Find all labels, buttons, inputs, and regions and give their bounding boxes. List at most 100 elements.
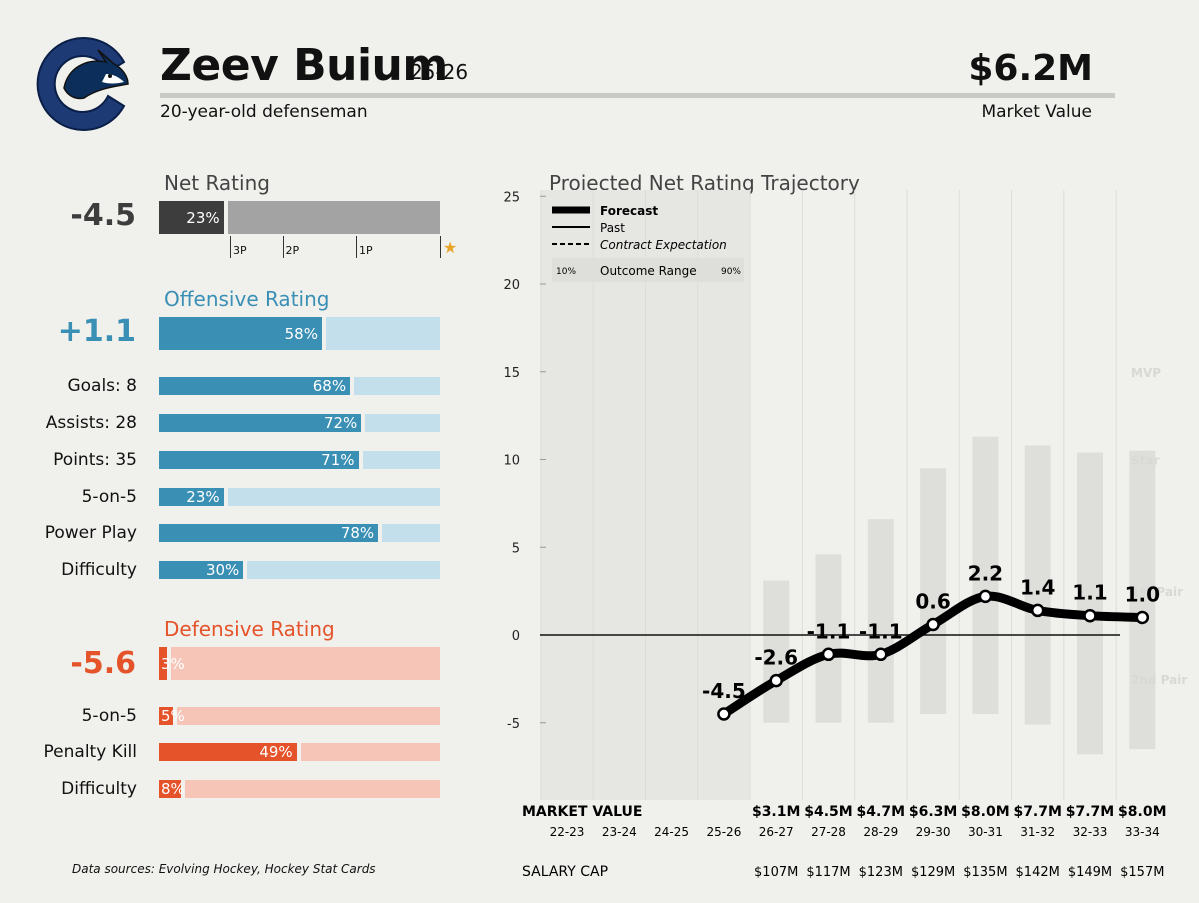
net-rating-tick [356,236,357,258]
outcome-range-bar [815,554,842,723]
offensive-row-track [362,451,440,469]
salary-cap-cell: $123M [859,865,903,880]
salary-cap-cell: $129M [911,865,955,880]
x-tick-label: 33-34 [1125,825,1160,839]
x-tick-label: 28-29 [863,825,898,839]
net-rating-value: -4.5 [70,198,136,233]
offensive-row-track [365,414,440,432]
legend-forecast-label: Forecast [600,204,658,218]
defensive-row-label: Difficulty [61,779,137,799]
offensive-row-track [247,561,440,579]
salary-cap-cell: $135M [963,865,1007,880]
outcome-range-bar [972,436,999,714]
x-tick-label: 31-32 [1020,825,1055,839]
forecast-point [926,617,940,632]
defensive-row-fill [159,707,174,725]
market-value-cell: $6.3M [909,804,957,820]
offensive-row-track [382,524,440,542]
offensive-row-percentile: 30% [205,561,240,579]
defensive-rating-percentile: 3% [161,654,185,673]
offensive-row-bar: 23% [159,488,440,506]
offensive-row-fill [159,451,359,469]
salary-cap-cell: $107M [754,865,798,880]
offensive-row-label: Goals: 8 [67,376,137,396]
legend-range-high: 90% [721,267,741,277]
offensive-row-bar: 78% [159,524,440,542]
offensive-row-percentile: 68% [312,377,347,395]
net-rating-percentile: 23% [186,208,220,227]
forecast-value-label: 1.4 [1020,575,1055,599]
offensive-row-percentile: 23% [186,488,220,506]
forecast-value-label: 2.2 [968,561,1003,585]
star-icon: ★ [443,240,458,257]
canucks-orca-logo [36,37,129,131]
y-tick-label: 25 [503,190,520,205]
tier-label: 2nd Pair [1131,673,1187,687]
defensive-row-track [300,743,440,761]
forecast-point [717,707,731,721]
defensive-row-track [177,707,440,725]
net-rating-tick-label: 2P [285,244,300,257]
outcome-range-bar [1129,450,1156,750]
offensive-row-bar: 72% [159,414,440,432]
season-label: 25-26 [410,60,469,84]
y-tick-label: 5 [512,541,520,556]
defensive-row-label: 5-on-5 [81,706,137,726]
forecast-point [874,647,888,662]
forecast-point [1083,608,1097,623]
offensive-row-label: Points: 35 [53,450,137,470]
offensive-row-track [354,377,440,395]
x-tick-label: 30-31 [968,825,1003,839]
defensive-rating-value: -5.6 [70,646,136,681]
forecast-value-label: 0.6 [915,589,950,613]
forecast-value-label: -1.1 [859,619,903,643]
forecast-value-label: 1.1 [1072,581,1107,605]
market-value-cell: $8.0M [1118,804,1166,820]
salary-cap-cell: $117M [806,865,850,880]
x-tick-label: 32-33 [1073,825,1108,839]
x-tick-label: 26-27 [759,825,794,839]
y-tick-label: 0 [512,629,520,644]
market-value-cell: $7.7M [1013,804,1061,820]
offensive-row-percentile: 72% [323,414,358,432]
tier-label: MVP [1131,366,1161,380]
player-subtitle: 20-year-old defenseman [160,102,368,122]
defensive-rating-bar: 3% [159,647,440,680]
net-rating-tick [230,236,231,258]
market-value-cell: $8.0M [961,804,1009,820]
forecast-value-label: -1.1 [807,619,851,643]
market-value: $6.2M [968,48,1093,89]
net-rating-tick-label: 1P [359,244,373,257]
offensive-row-fill [159,377,351,395]
forecast-value-label: -4.5 [702,679,746,703]
defensive-rating-fill [159,647,168,680]
net-rating-title: Net Rating [164,171,270,195]
tier-label: Star [1131,454,1159,468]
net-rating-bar: 23% [159,201,440,234]
offensive-rating-fill [159,317,322,350]
defensive-row-bar: 5% [159,707,440,725]
offensive-rating-title: Offensive Rating [164,287,330,311]
player-name: Zeev Buium [160,40,448,91]
defensive-row-bar: 8% [159,780,440,798]
net-rating-tick [440,236,441,258]
x-tick-label: 27-28 [811,825,846,839]
defensive-row-fill [159,743,297,761]
defensive-row-percentile: 5% [161,707,185,725]
net-rating-track [227,201,440,234]
x-tick-label: 22-23 [550,825,585,839]
defensive-rating-title: Defensive Rating [164,617,335,641]
forecast-point [978,589,993,604]
defensive-row-percentile: 8% [161,780,185,798]
defensive-row-percentile: 49% [259,743,293,761]
forecast-value-label: -2.6 [754,646,798,670]
forecast-point [821,647,836,662]
x-tick-label: 23-24 [602,825,637,839]
offensive-row-label: Power Play [44,523,137,543]
offensive-row-bar: 71% [159,451,440,469]
offensive-row-track [227,488,440,506]
market-value-cell: $4.5M [804,804,852,820]
market-value-row-title: MARKET VALUE [522,804,642,820]
legend-range-label: Outcome Range [600,264,697,278]
